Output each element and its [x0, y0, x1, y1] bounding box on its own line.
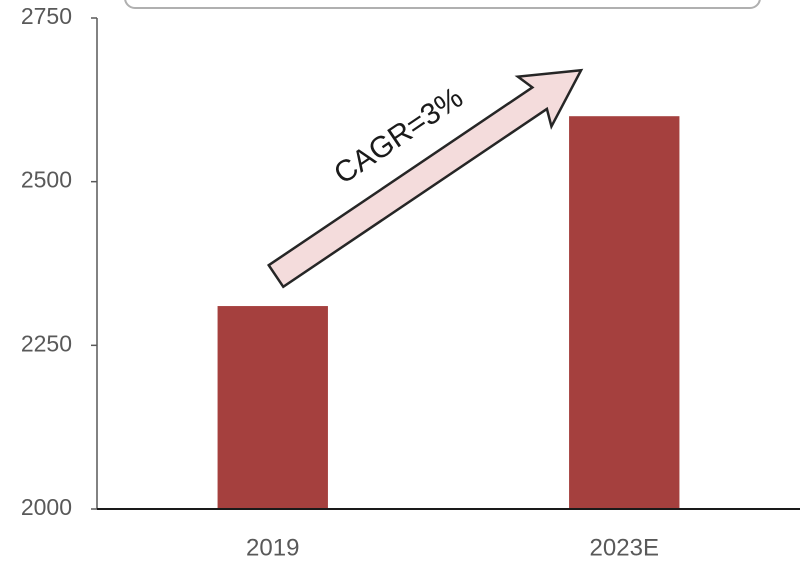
- bar: [217, 306, 328, 509]
- x-tick-label: 2023E: [590, 534, 659, 561]
- y-tick-label: 2000: [21, 494, 72, 520]
- y-tick-label: 2750: [21, 3, 72, 29]
- y-tick-label: 2500: [21, 167, 72, 193]
- arrow-shape: [266, 68, 584, 289]
- y-tick-label: 2250: [21, 330, 72, 356]
- x-tick-label: 2019: [246, 534, 299, 561]
- header-box: [124, 0, 761, 9]
- growth-arrow: CAGR=3%: [266, 68, 584, 289]
- bar: [569, 116, 680, 509]
